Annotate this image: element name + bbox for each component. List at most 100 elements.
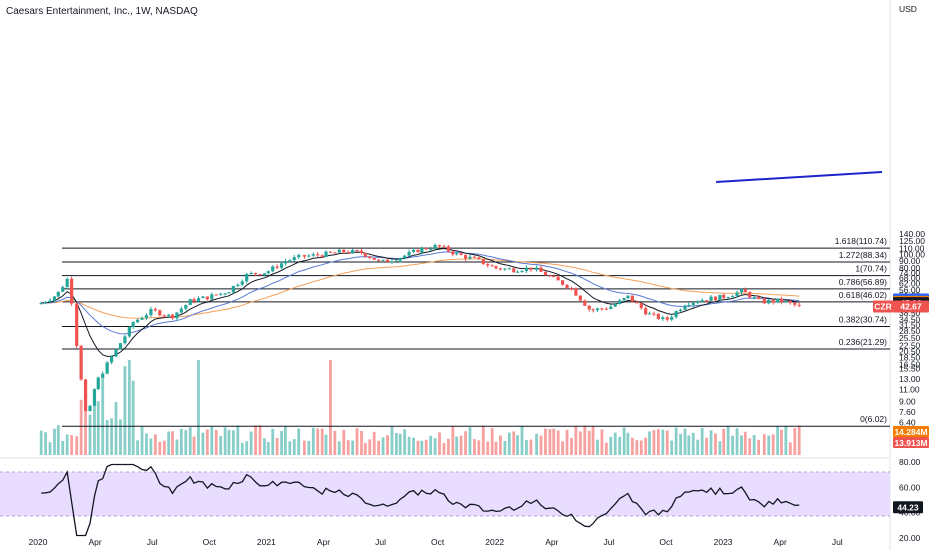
candle-body [442, 246, 446, 248]
volume-bar [583, 425, 587, 455]
volume-bar [596, 439, 599, 455]
candle-body [600, 308, 604, 310]
price-tag-label: 42.67 [900, 301, 922, 311]
volume-bar [368, 439, 372, 455]
candle-body [297, 255, 301, 258]
candle-body [626, 295, 630, 299]
candle-body [262, 273, 267, 275]
volume-bar [403, 429, 407, 455]
ema-mid-line [41, 251, 800, 335]
candle-body [44, 301, 48, 304]
volume-bar [179, 428, 183, 455]
volume-bar [131, 380, 135, 455]
candle-body [153, 308, 157, 311]
time-tick-label: Apr [317, 537, 330, 547]
candle-body [524, 267, 529, 271]
volume-bar [793, 428, 797, 455]
candle-body [512, 268, 516, 273]
volume-bar [342, 429, 346, 455]
candle-body [179, 308, 183, 313]
candle-body [647, 313, 652, 315]
volume-bar [481, 425, 485, 455]
volume-bar [652, 430, 656, 455]
price-tick-label: 74.00 [899, 268, 921, 278]
candle-body [127, 326, 131, 337]
candle-body [390, 261, 394, 263]
volume-bar [525, 439, 528, 455]
rsi-tick-label: 20.00 [899, 533, 921, 543]
volume-bar [416, 440, 420, 455]
candle-body [236, 284, 240, 286]
candle-body [639, 303, 643, 309]
volume-bar [438, 432, 441, 455]
candle-body [472, 256, 477, 258]
volume-bar [731, 435, 734, 455]
candle-body [700, 300, 704, 302]
candle-body [266, 271, 270, 274]
price-tick-label: 56.00 [899, 285, 921, 295]
volume-bar [447, 438, 450, 455]
rsi-band [0, 472, 890, 516]
candle-body [481, 259, 485, 265]
volume-bar [263, 438, 266, 455]
candle-body [762, 298, 766, 304]
volume-bar [119, 419, 122, 455]
volume-bar [548, 429, 552, 455]
volume-bar [776, 426, 780, 455]
ema-fast-line [41, 247, 800, 357]
candle-body [385, 259, 390, 262]
candle-body [433, 244, 437, 249]
candle-body [292, 257, 296, 261]
candle-body [661, 317, 665, 319]
volume-bar [201, 432, 205, 455]
candle-body [735, 292, 739, 297]
volume-bar [570, 438, 573, 455]
candle-body [670, 317, 674, 320]
volume-bar [127, 360, 131, 455]
candle-body [788, 301, 792, 303]
candle-body [468, 256, 472, 259]
volume-bar [381, 437, 385, 455]
candle-body [494, 266, 498, 269]
candle-body [403, 255, 407, 259]
candle-body [188, 299, 192, 305]
volume-bar [656, 429, 660, 455]
volume-bar [145, 433, 148, 455]
candle-body [381, 259, 385, 261]
time-tick-label: 2023 [714, 537, 733, 547]
volume-bar [477, 440, 481, 455]
volume-bar [56, 425, 60, 455]
candle-body [61, 287, 65, 292]
volume-bar [429, 435, 433, 455]
volume-bar [184, 430, 188, 455]
candle-body [507, 268, 511, 270]
candle-body [205, 296, 209, 300]
candle-body [96, 377, 100, 390]
candle-body [416, 249, 420, 253]
volume-bar [280, 431, 283, 455]
volume-bar [468, 427, 472, 455]
candle-body [539, 267, 543, 272]
candle-body [92, 389, 97, 406]
fib-level-label: 1(70.74) [855, 264, 887, 274]
support-trendline [716, 171, 883, 183]
volume-bar [307, 440, 311, 455]
time-tick-label: Jul [832, 537, 843, 547]
candle-body [79, 345, 83, 380]
candle-body [739, 289, 744, 293]
volume-bar [544, 428, 547, 455]
candle-body [271, 266, 275, 272]
candle-body [355, 250, 359, 252]
candle-body [618, 300, 622, 305]
volume-bar [722, 428, 726, 455]
price-tick-label: 6.40 [899, 417, 916, 427]
volume-bar [346, 440, 350, 455]
candle-body [158, 310, 162, 316]
volume-bar [390, 426, 394, 455]
time-tick-label: Jul [147, 537, 158, 547]
candle-body [144, 315, 149, 319]
price-tick-label: 7.60 [899, 407, 916, 417]
time-tick-label: Oct [659, 537, 673, 547]
